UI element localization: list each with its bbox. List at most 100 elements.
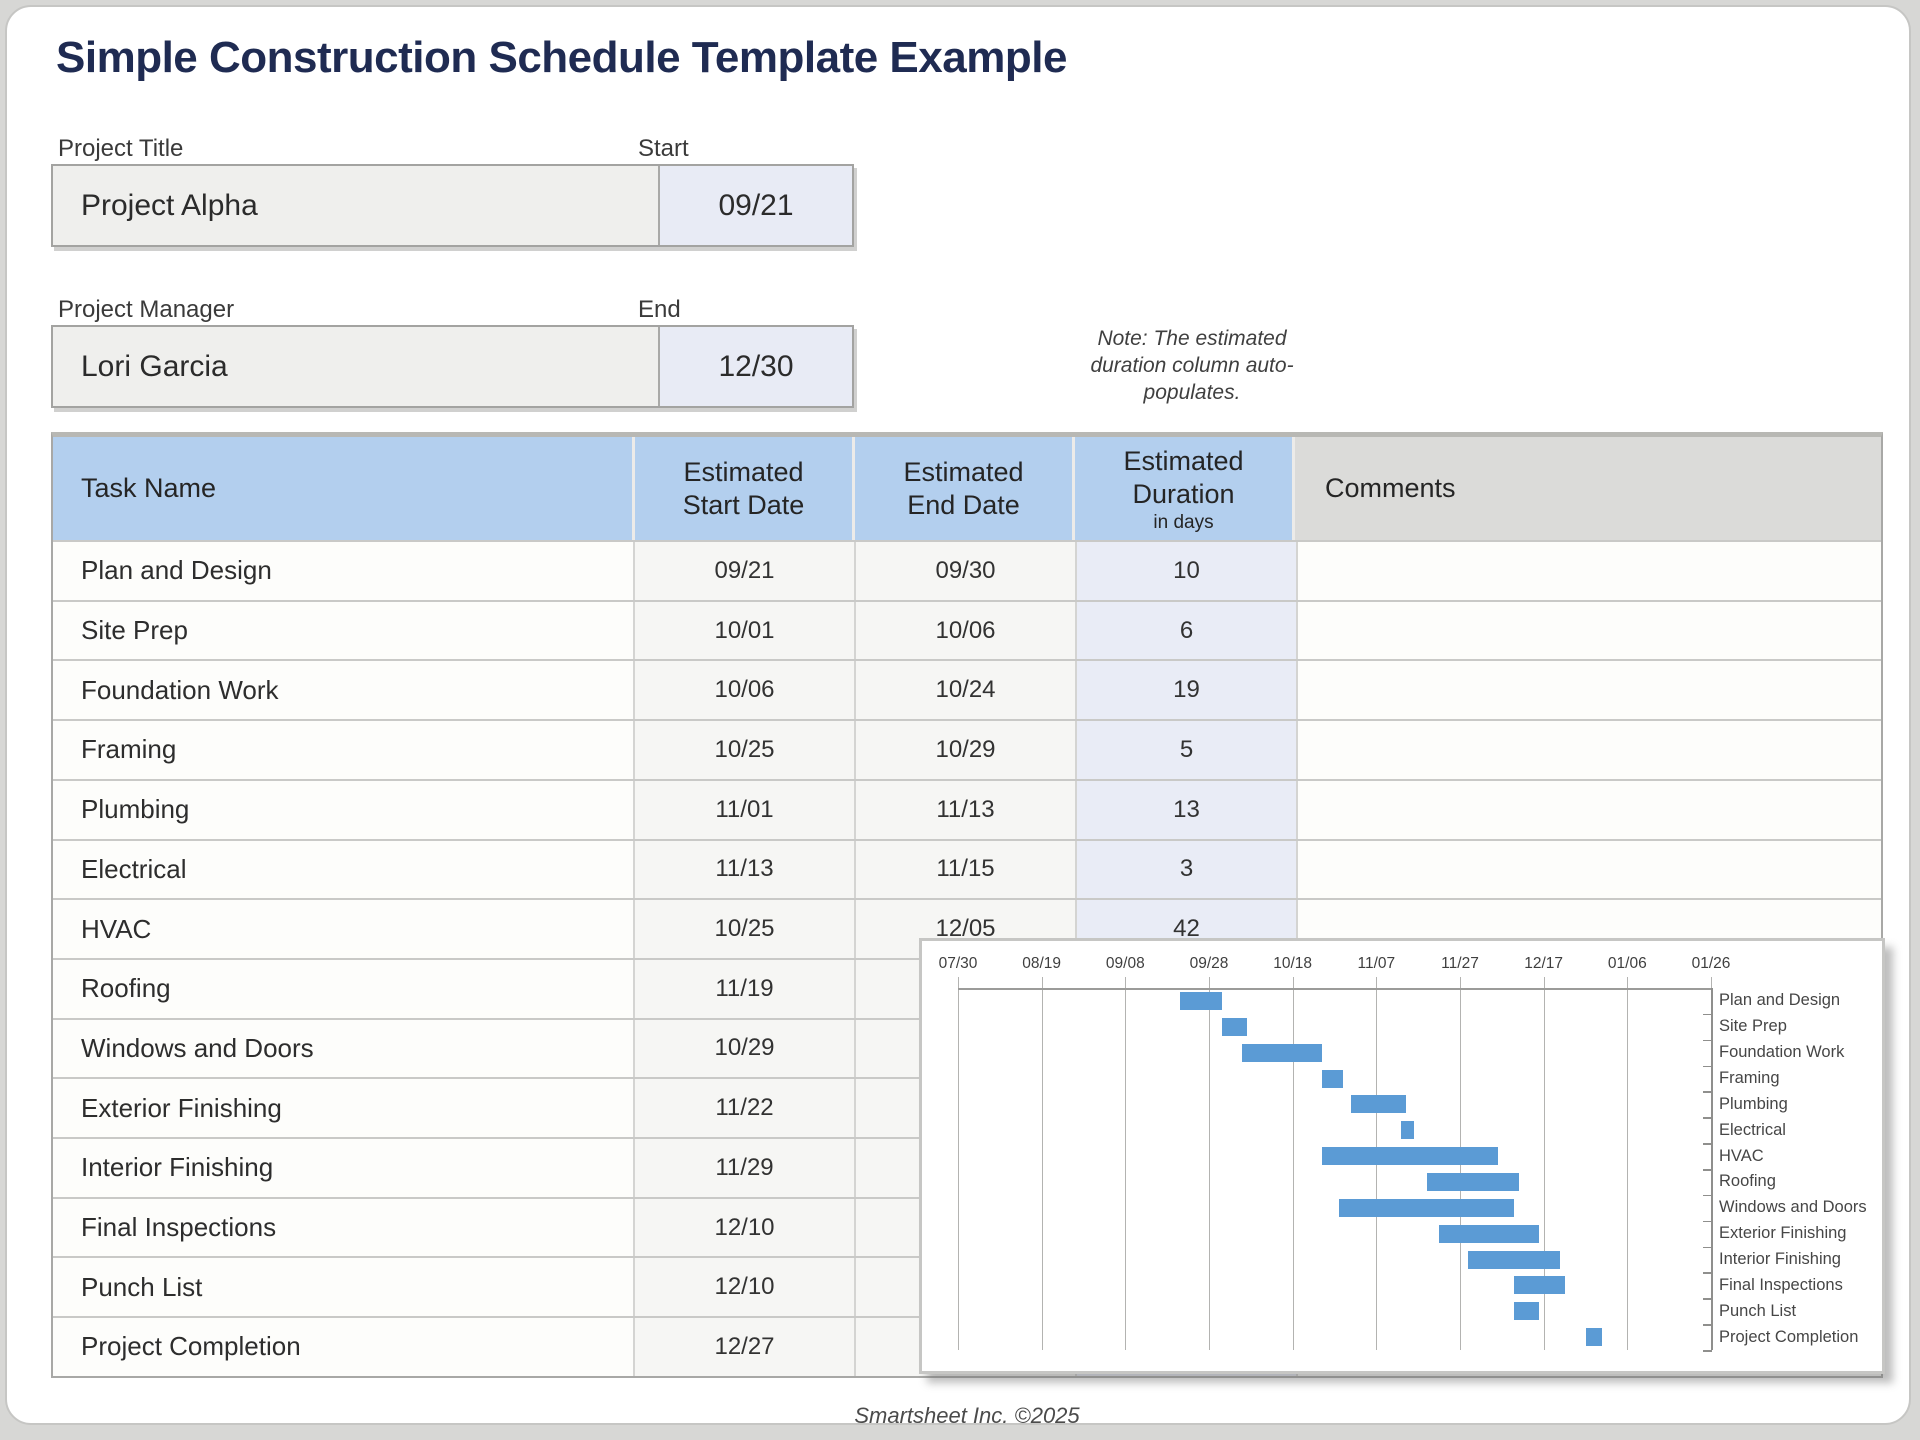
gantt-bar bbox=[1321, 1147, 1498, 1166]
gantt-row-tick bbox=[1703, 1324, 1712, 1326]
comments-cell[interactable] bbox=[1296, 542, 1881, 600]
end-date-cell[interactable]: 09/30 bbox=[854, 542, 1075, 600]
duration-cell: 13 bbox=[1075, 780, 1296, 839]
start-date-cell[interactable]: 10/25 bbox=[633, 900, 854, 958]
end-date-cell[interactable]: 11/13 bbox=[854, 780, 1075, 839]
gantt-axis-date-label: 10/18 bbox=[1273, 955, 1313, 972]
start-date-cell[interactable]: 12/10 bbox=[633, 1258, 854, 1317]
gantt-row-tick bbox=[1703, 1220, 1712, 1223]
comments-cell[interactable] bbox=[1296, 840, 1881, 899]
gantt-row-tick bbox=[1703, 1143, 1712, 1145]
gantt-label-divider-line bbox=[1711, 988, 1713, 1350]
task-name-cell[interactable]: Electrical bbox=[53, 840, 633, 899]
gantt-task-label: Interior Finishing bbox=[1719, 1249, 1841, 1268]
start-date-cell[interactable]: 12/27 bbox=[633, 1318, 854, 1376]
gantt-gridline bbox=[1041, 977, 1043, 1350]
note-line: duration column auto- bbox=[1090, 354, 1294, 377]
gantt-bar bbox=[1439, 1224, 1540, 1243]
task-name-cell[interactable]: Punch List bbox=[53, 1258, 633, 1317]
start-date-cell[interactable]: 11/19 bbox=[633, 959, 854, 1018]
task-name-cell[interactable]: Site Prep bbox=[53, 601, 633, 660]
table-row: Plumbing 11/01 11/13 13 bbox=[53, 778, 1881, 839]
gantt-task-label: Plan and Design bbox=[1719, 991, 1841, 1010]
project-title-label: Project Title bbox=[58, 135, 184, 162]
task-name-cell[interactable]: Exterior Finishing bbox=[53, 1079, 633, 1138]
table-row: Plan and Design 09/21 09/30 10 bbox=[53, 540, 1881, 600]
end-date-cell[interactable]: 10/06 bbox=[854, 601, 1075, 660]
gantt-bar bbox=[1242, 1043, 1322, 1062]
gantt-row-tick bbox=[1703, 1169, 1712, 1171]
gantt-row-tick bbox=[1703, 1039, 1712, 1042]
duration-note: Note: The estimated duration column auto… bbox=[1027, 325, 1357, 406]
start-date-cell[interactable]: 10/25 bbox=[633, 721, 854, 779]
header-estimated-end-date: Estimated End Date bbox=[852, 437, 1072, 540]
table-header-row: Task Name Estimated Start Date Estimated… bbox=[53, 437, 1881, 540]
gantt-gridline bbox=[1292, 977, 1294, 1350]
comments-cell[interactable] bbox=[1296, 661, 1881, 720]
gantt-axis-date-label: 11/07 bbox=[1357, 955, 1396, 972]
gantt-axis-date-label: 08/19 bbox=[1022, 955, 1062, 972]
start-date-cell[interactable]: 11/13 bbox=[633, 840, 854, 899]
start-date-cell[interactable]: 11/22 bbox=[633, 1079, 854, 1138]
header-task-name: Task Name bbox=[53, 437, 632, 540]
comments-cell[interactable] bbox=[1296, 721, 1881, 779]
task-name-cell[interactable]: Plan and Design bbox=[53, 542, 633, 600]
end-date-cell[interactable]: 11/15 bbox=[854, 840, 1075, 899]
task-name-cell[interactable]: Framing bbox=[53, 721, 633, 779]
gantt-axis-date-label: 07/30 bbox=[938, 955, 978, 972]
gantt-bar bbox=[1221, 1017, 1247, 1036]
start-date-cell[interactable]: 10/06 bbox=[633, 661, 854, 720]
gantt-bar bbox=[1514, 1302, 1540, 1321]
start-label: Start bbox=[638, 135, 689, 162]
task-name-cell[interactable]: Windows and Doors bbox=[53, 1019, 633, 1078]
task-name-cell[interactable]: Final Inspections bbox=[53, 1198, 633, 1257]
gantt-bar bbox=[1351, 1095, 1406, 1114]
project-manager-field-group: Lori Garcia 12/30 bbox=[51, 325, 854, 408]
gantt-axis-date-label: 12/17 bbox=[1524, 955, 1564, 972]
gantt-axis-line bbox=[958, 988, 1711, 990]
task-name-cell[interactable]: Roofing bbox=[53, 959, 633, 1018]
start-date-cell[interactable]: 09/21 bbox=[633, 542, 854, 600]
header-comments: Comments bbox=[1292, 437, 1881, 540]
gantt-axis-date-label: 11/27 bbox=[1441, 955, 1479, 972]
gantt-bar bbox=[1426, 1172, 1519, 1191]
gantt-task-label: Project Completion bbox=[1719, 1327, 1859, 1346]
start-date-cell[interactable]: 12/10 bbox=[633, 1198, 854, 1257]
page-title: Simple Construction Schedule Template Ex… bbox=[56, 33, 1067, 82]
project-manager-input[interactable]: Lori Garcia bbox=[53, 327, 658, 406]
gantt-row-tick bbox=[1703, 1013, 1712, 1016]
gantt-row-tick bbox=[1703, 1194, 1712, 1197]
gantt-bar bbox=[1321, 1069, 1343, 1088]
footer-credit: Smartsheet Inc. ©2025 bbox=[854, 1403, 1080, 1425]
task-name-cell[interactable]: Project Completion bbox=[53, 1318, 633, 1376]
gantt-task-label: Roofing bbox=[1719, 1172, 1776, 1191]
duration-cell: 3 bbox=[1075, 840, 1296, 899]
start-date-cell[interactable]: 11/29 bbox=[633, 1139, 854, 1197]
table-row: Framing 10/25 10/29 5 bbox=[53, 719, 1881, 779]
page-card: Simple Construction Schedule Template Ex… bbox=[5, 5, 1911, 1425]
gantt-plot-area: 07/30 08/19 09/08 09/28 10/18 11/07 11/27 12/17… bbox=[922, 941, 1882, 1371]
start-date-cell[interactable]: 11/01 bbox=[633, 780, 854, 839]
comments-cell[interactable] bbox=[1296, 780, 1881, 839]
gantt-row-tick bbox=[1703, 1272, 1712, 1274]
task-name-cell[interactable]: Interior Finishing bbox=[53, 1139, 633, 1197]
start-date-cell[interactable]: 10/29 bbox=[633, 1019, 854, 1078]
comments-cell[interactable] bbox=[1296, 601, 1881, 660]
project-title-input[interactable]: Project Alpha bbox=[53, 166, 658, 245]
gantt-task-label: Plumbing bbox=[1719, 1094, 1788, 1113]
gantt-task-label: Framing bbox=[1719, 1068, 1780, 1087]
end-date-cell[interactable]: 10/29 bbox=[854, 721, 1075, 779]
task-name-cell[interactable]: Plumbing bbox=[53, 780, 633, 839]
gantt-row-tick bbox=[1703, 1298, 1712, 1300]
end-label: End bbox=[638, 296, 681, 323]
gantt-bar bbox=[1401, 1121, 1414, 1140]
start-date-input[interactable]: 09/21 bbox=[658, 166, 852, 245]
end-date-cell[interactable]: 10/24 bbox=[854, 661, 1075, 720]
task-name-cell[interactable]: Foundation Work bbox=[53, 661, 633, 720]
task-name-cell[interactable]: HVAC bbox=[53, 900, 633, 958]
gantt-gridline bbox=[1209, 977, 1210, 1350]
start-date-cell[interactable]: 10/01 bbox=[633, 601, 854, 660]
project-manager-label: Project Manager bbox=[58, 296, 235, 323]
gantt-bar bbox=[1179, 991, 1222, 1010]
end-date-input[interactable]: 12/30 bbox=[658, 327, 852, 406]
